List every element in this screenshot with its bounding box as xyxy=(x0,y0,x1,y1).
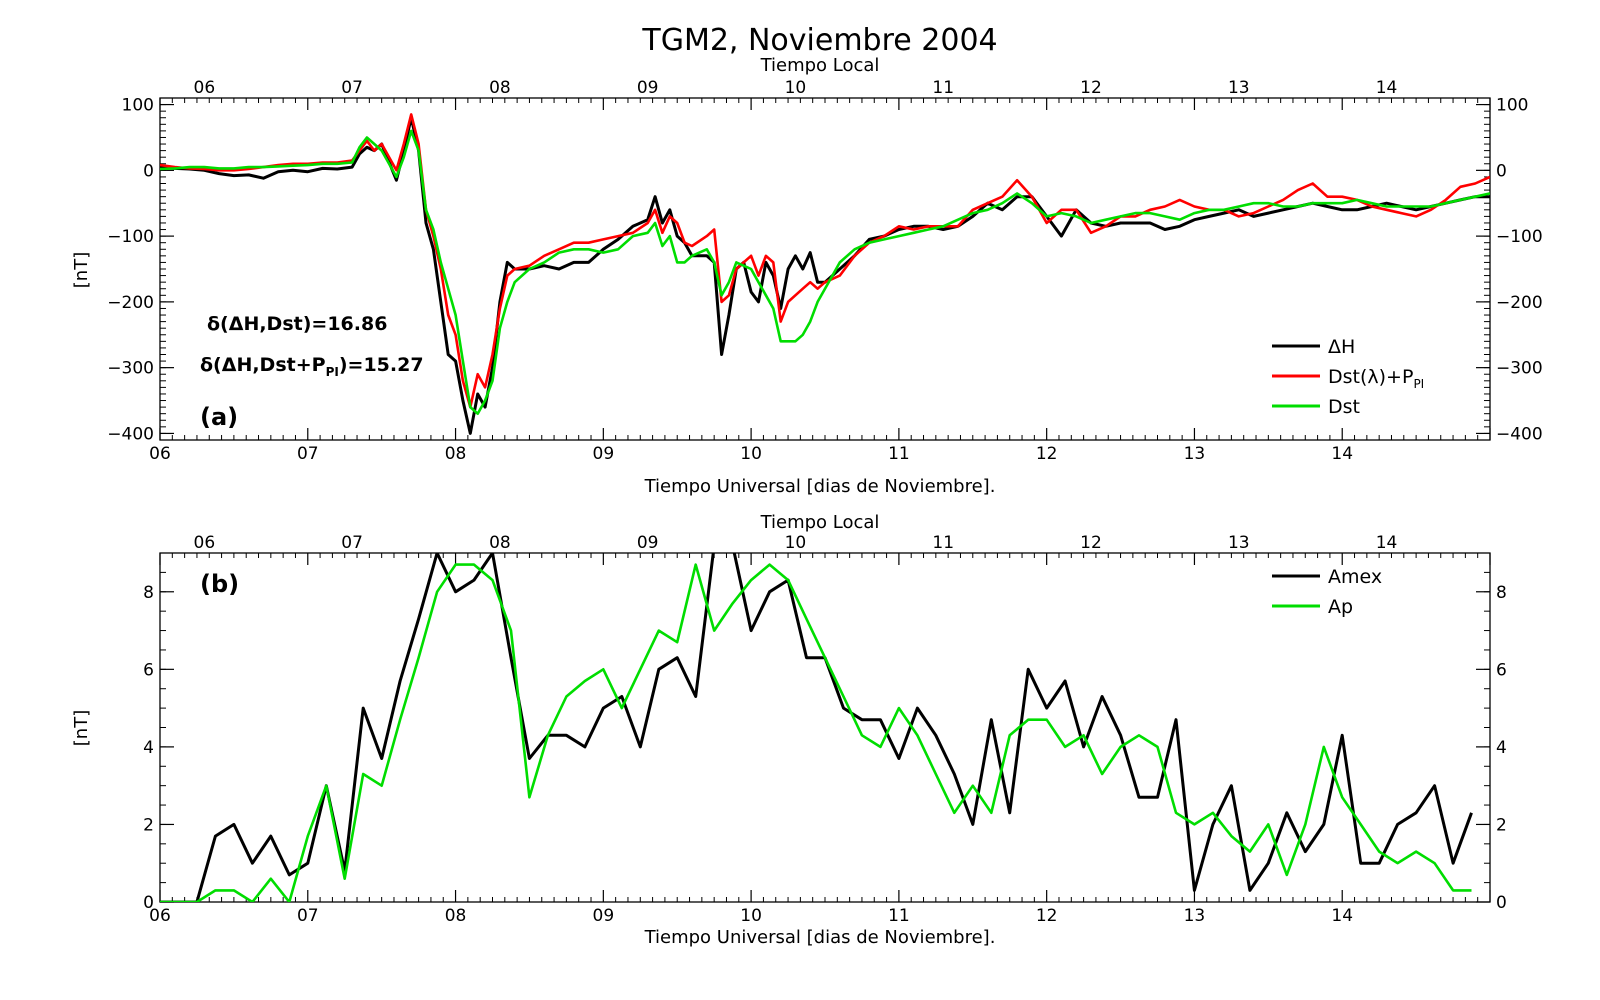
y-tick-label: 0 xyxy=(143,893,154,913)
panel-b-y-axis-label: [nT] xyxy=(71,710,92,746)
delta-dst-ppi-prefix: δ(ΔH,Dst+P xyxy=(200,354,326,376)
top-tick-label: 11 xyxy=(932,533,954,553)
legend-label-main: ΔH xyxy=(1328,336,1355,358)
top-tick-label: 14 xyxy=(1376,533,1398,553)
legend-label: Dst(λ)+PPI xyxy=(1328,366,1424,391)
legend-label-main: Ap xyxy=(1328,596,1353,618)
panel-a: Tiempo Local Tiempo Universal [dias de N… xyxy=(71,55,1543,497)
delta-dst-annotation: δ(ΔH,Dst)=16.86 xyxy=(207,313,387,335)
x-tick-label: 13 xyxy=(1184,444,1206,464)
delta-dst-ppi-annotation: δ(ΔH,Dst+PPI)=15.27 xyxy=(200,354,424,379)
y-tick-label: 0 xyxy=(143,161,154,181)
top-tick-label: 14 xyxy=(1376,78,1398,98)
top-tick-label: 07 xyxy=(341,78,363,98)
x-tick-label: 10 xyxy=(740,906,762,926)
top-tick-label: 09 xyxy=(637,533,659,553)
panel-b: Tiempo Local Tiempo Universal [dias de N… xyxy=(71,512,1507,948)
y-tick-label: −100 xyxy=(107,227,154,247)
y-right-tick-label: −200 xyxy=(1496,293,1543,313)
legend-label-main: Amex xyxy=(1328,566,1382,588)
y-tick-label: 4 xyxy=(143,738,154,758)
x-tick-label: 12 xyxy=(1036,906,1058,926)
top-tick-label: 12 xyxy=(1080,78,1102,98)
y-right-tick-label: −100 xyxy=(1496,227,1543,247)
figure-title: TGM2, Noviembre 2004 xyxy=(641,23,997,58)
x-tick-label: 08 xyxy=(445,906,467,926)
x-tick-label: 06 xyxy=(149,444,171,464)
top-tick-label: 12 xyxy=(1080,533,1102,553)
y-tick-label: −400 xyxy=(107,424,154,444)
x-tick-label: 08 xyxy=(445,444,467,464)
panel-b-x-axis-label: Tiempo Universal [dias de Noviembre]. xyxy=(644,927,996,948)
top-tick-label: 08 xyxy=(489,533,511,553)
series-line-h xyxy=(160,116,1490,435)
top-tick-label: 06 xyxy=(194,533,216,553)
panel-a-y-axis-label: [nT] xyxy=(71,252,92,288)
delta-dst-ppi-suffix: )=15.27 xyxy=(339,354,424,376)
delta-dst-ppi-subscript: PI xyxy=(326,365,339,379)
x-tick-label: 11 xyxy=(888,906,910,926)
legend-label: Amex xyxy=(1328,566,1382,588)
x-tick-label: 12 xyxy=(1036,444,1058,464)
legend-label-sub: PI xyxy=(1413,377,1424,391)
legend-label: ΔH xyxy=(1328,336,1355,358)
top-tick-label: 11 xyxy=(932,78,954,98)
y-tick-label: 6 xyxy=(143,660,154,680)
legend-label-main: Dst xyxy=(1328,396,1360,418)
top-tick-label: 08 xyxy=(489,78,511,98)
y-right-tick-label: 4 xyxy=(1496,738,1507,758)
y-right-tick-label: −400 xyxy=(1496,424,1543,444)
series-group xyxy=(160,553,1473,902)
legend-label: Dst xyxy=(1328,396,1360,418)
x-tick-label: 09 xyxy=(593,906,615,926)
top-tick-label: 13 xyxy=(1228,533,1250,553)
y-tick-label: −300 xyxy=(107,359,154,379)
x-tick-label: 13 xyxy=(1184,906,1206,926)
top-tick-label: 07 xyxy=(341,533,363,553)
top-tick-label: 09 xyxy=(637,78,659,98)
panel-a-label: (a) xyxy=(200,403,238,431)
y-tick-label: 2 xyxy=(143,815,154,835)
legend-label-main: Dst(λ)+P xyxy=(1328,366,1413,388)
legend-label: Ap xyxy=(1328,596,1353,618)
x-tick-label: 10 xyxy=(740,444,762,464)
y-right-tick-label: 0 xyxy=(1496,893,1507,913)
x-tick-label: 07 xyxy=(297,906,319,926)
top-tick-label: 06 xyxy=(194,78,216,98)
series-line-amex xyxy=(160,553,1473,902)
x-tick-label: 11 xyxy=(888,444,910,464)
x-tick-label: 06 xyxy=(149,906,171,926)
y-right-tick-label: 8 xyxy=(1496,583,1507,603)
y-tick-label: 100 xyxy=(122,96,154,116)
x-tick-label: 14 xyxy=(1331,906,1353,926)
y-tick-label: −200 xyxy=(107,293,154,313)
y-right-tick-label: 6 xyxy=(1496,660,1507,680)
y-tick-label: 8 xyxy=(143,583,154,603)
x-tick-label: 14 xyxy=(1331,444,1353,464)
panel-b-label: (b) xyxy=(200,570,239,598)
panel-a-x-axis-label: Tiempo Universal [dias de Noviembre]. xyxy=(644,476,996,497)
top-tick-label: 10 xyxy=(785,78,807,98)
y-right-tick-label: 0 xyxy=(1496,161,1507,181)
x-tick-label: 07 xyxy=(297,444,319,464)
series-line-dst xyxy=(160,129,1490,416)
y-right-tick-label: 100 xyxy=(1496,96,1528,116)
y-right-tick-label: 2 xyxy=(1496,815,1507,835)
top-tick-label: 13 xyxy=(1228,78,1250,98)
y-right-tick-label: −300 xyxy=(1496,359,1543,379)
top-tick-label: 10 xyxy=(785,533,807,553)
panel-b-top-axis-label: Tiempo Local xyxy=(760,512,880,533)
series-group xyxy=(160,113,1490,435)
panel-a-top-axis-label: Tiempo Local xyxy=(760,55,880,76)
series-line-ap xyxy=(160,563,1472,902)
x-tick-label: 09 xyxy=(593,444,615,464)
